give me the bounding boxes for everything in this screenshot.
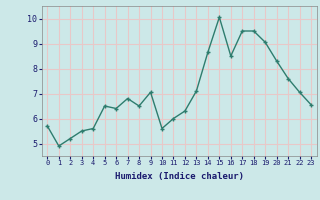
X-axis label: Humidex (Indice chaleur): Humidex (Indice chaleur)	[115, 172, 244, 181]
